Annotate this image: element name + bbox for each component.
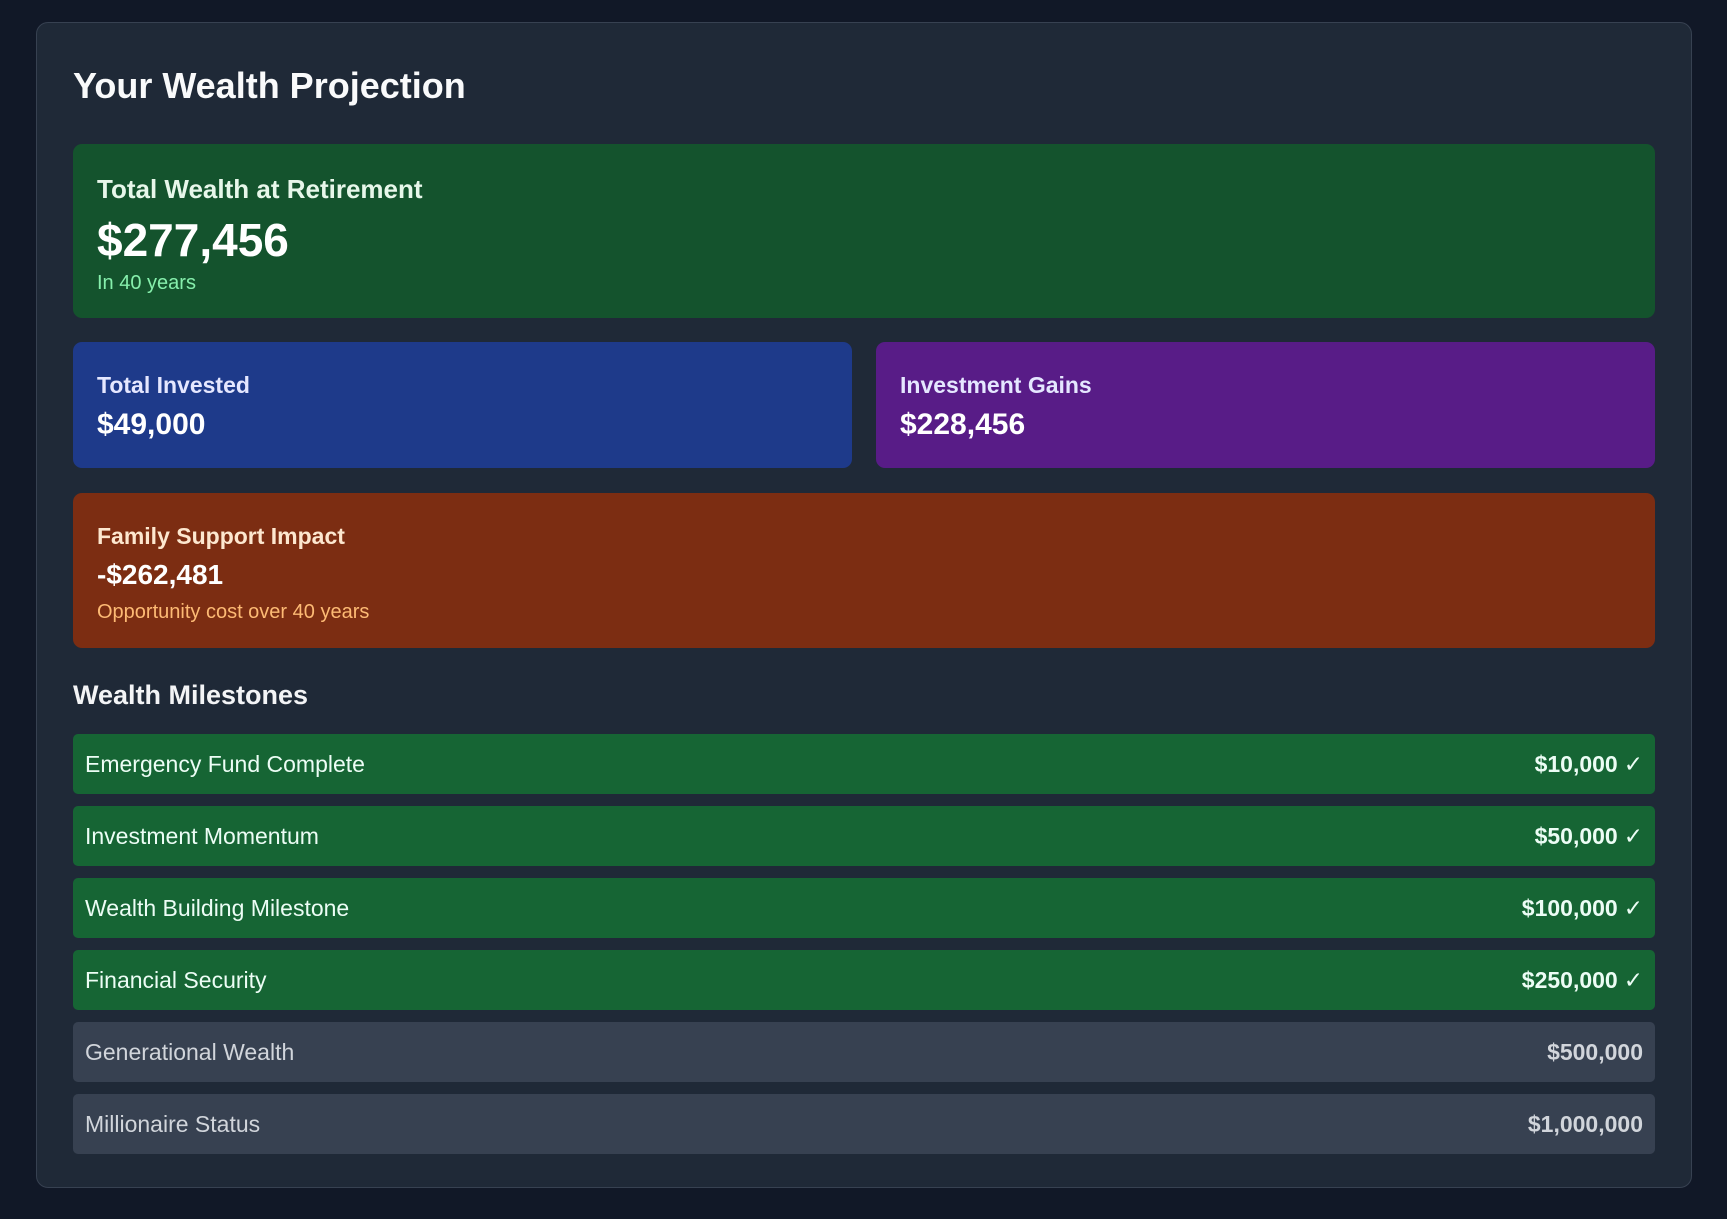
milestone-item: Emergency Fund Complete $10,000 ✓ <box>73 734 1655 794</box>
milestone-label: Financial Security <box>85 966 267 993</box>
total-wealth-value: $277,456 <box>97 214 289 266</box>
total-invested-card: Total Invested $49,000 <box>73 342 852 468</box>
total-wealth-subtext: In 40 years <box>97 272 196 294</box>
family-support-label: Family Support Impact <box>97 523 345 549</box>
total-wealth-card: Total Wealth at Retirement $277,456 In 4… <box>73 144 1655 318</box>
checkmark-icon: ✓ <box>1623 966 1643 993</box>
milestone-amount: $250,000 <box>1521 966 1618 993</box>
total-invested-value: $49,000 <box>97 408 206 441</box>
total-invested-label: Total Invested <box>97 372 250 398</box>
investment-gains-card: Investment Gains $228,456 <box>876 342 1655 468</box>
investment-gains-value: $228,456 <box>900 408 1026 441</box>
milestone-amount: $500,000 <box>1547 1038 1643 1065</box>
checkmark-icon: ✓ <box>1623 750 1643 777</box>
milestone-amount: $100,000 <box>1521 894 1618 921</box>
wealth-projection-panel: Your Wealth Projection Total Wealth at R… <box>36 22 1692 1188</box>
summary-row: Total Invested $49,000 Investment Gains … <box>73 342 1655 468</box>
family-support-value: -$262,481 <box>97 559 224 590</box>
total-wealth-label: Total Wealth at Retirement <box>97 174 423 204</box>
checkmark-icon: ✓ <box>1623 822 1643 849</box>
investment-gains-label: Investment Gains <box>900 372 1092 398</box>
milestone-label: Emergency Fund Complete <box>85 750 365 777</box>
milestones-title: Wealth Milestones <box>73 680 309 710</box>
milestone-amount: $50,000 <box>1534 822 1618 849</box>
family-support-subtext: Opportunity cost over 40 years <box>97 601 370 623</box>
page-title: Your Wealth Projection <box>73 65 466 106</box>
milestone-amount: $1,000,000 <box>1527 1110 1643 1137</box>
milestone-item: Generational Wealth $500,000 <box>73 1022 1655 1082</box>
milestone-item: Millionaire Status $1,000,000 <box>73 1094 1655 1154</box>
milestone-item: Wealth Building Milestone $100,000 ✓ <box>73 878 1655 938</box>
milestone-amount: $10,000 <box>1534 750 1618 777</box>
milestone-label: Millionaire Status <box>85 1110 261 1137</box>
milestone-label: Investment Momentum <box>85 822 319 849</box>
milestone-item: Investment Momentum $50,000 ✓ <box>73 806 1655 866</box>
milestone-item: Financial Security $250,000 ✓ <box>73 950 1655 1010</box>
family-support-card: Family Support Impact -$262,481 Opportun… <box>73 493 1655 648</box>
milestone-label: Wealth Building Milestone <box>85 894 350 921</box>
checkmark-icon: ✓ <box>1623 894 1643 921</box>
milestones-list: Emergency Fund Complete $10,000 ✓ Investm… <box>73 734 1655 1154</box>
milestone-label: Generational Wealth <box>85 1038 295 1065</box>
